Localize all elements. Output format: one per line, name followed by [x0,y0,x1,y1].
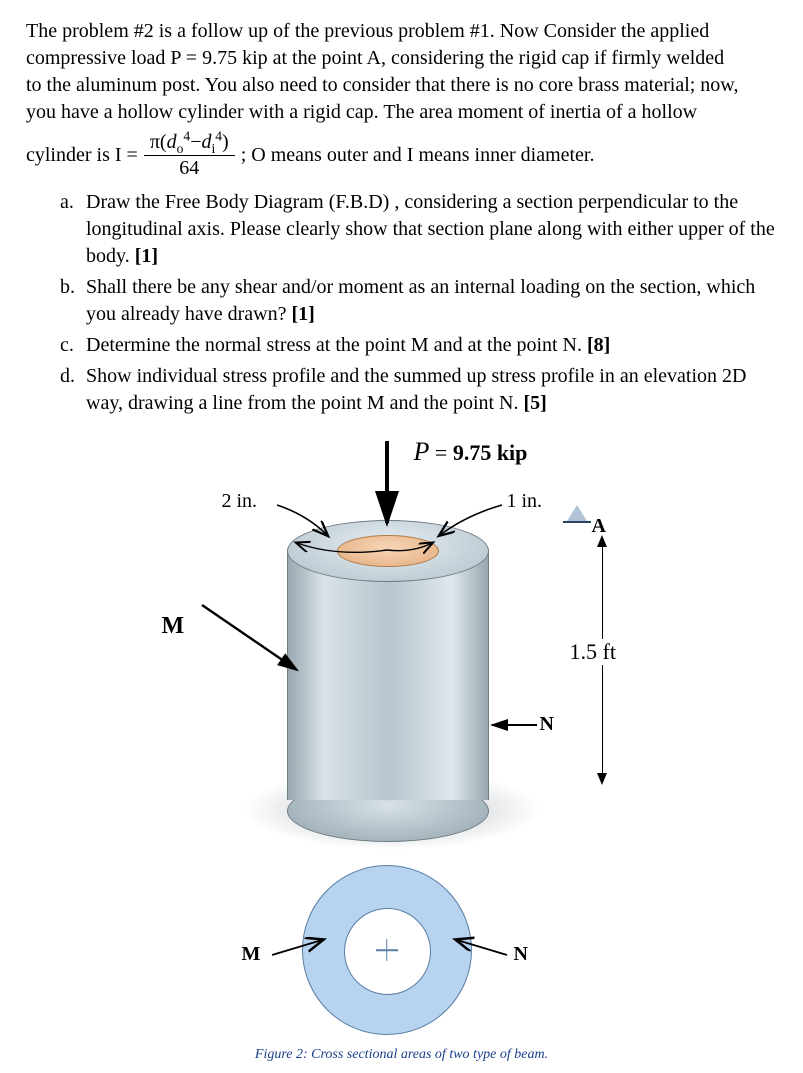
marker-c: c. [60,332,74,359]
qa-text: Draw the Free Body Diagram (F.B.D) , con… [86,191,775,267]
question-list: a. Draw the Free Body Diagram (F.B.D) , … [26,189,777,417]
point-N-label: N [540,713,554,736]
intro-line-3: to the aluminum post. You also need to c… [26,74,738,96]
formula-fraction: π(do4−di4) 64 [144,132,235,179]
qd-points: [5] [524,392,547,414]
figure-caption: Figure 2: Cross sectional areas of two t… [26,1047,777,1063]
point-M-label: M [162,613,185,640]
qc-points: [8] [587,334,610,356]
cross-section-ring [302,865,472,1035]
question-b: b. Shall there be any shear and/or momen… [60,274,777,328]
sub-o: o [177,141,184,156]
qb-points: [1] [291,303,314,325]
cylinder [287,520,487,800]
qa-points: [1] [135,245,158,267]
question-c: c. Determine the normal stress at the po… [60,332,777,359]
height-dim-arrow-down [597,773,607,785]
height-dim-arrow-up [597,535,607,547]
marker-d: d. [60,363,75,390]
intro-line-1: The problem #2 is a follow up of the pre… [26,20,709,42]
load-val: 9.75 kip [453,440,528,465]
formula-numerator: π(do4−di4) [144,132,235,156]
formula-lead: cylinder is I = [26,144,138,167]
question-d: d. Show individual stress profile and th… [60,363,777,417]
cylinder-core-hole [337,535,439,567]
qc-text: Determine the normal stress at the point… [86,334,587,356]
load-P: P [414,437,430,466]
ring-center-cross [376,939,398,961]
intro-line-4: you have a hollow cylinder with a rigid … [26,101,697,123]
cross-N-label: N [514,943,528,966]
outer-diameter-label: 2 in. [222,490,258,513]
height-label: 1.5 ft [570,639,616,665]
sym-d2: d [201,131,211,153]
intro-paragraph: The problem #2 is a follow up of the pre… [26,18,777,126]
inner-diameter-label: 1 in. [507,490,543,513]
question-a: a. Draw the Free Body Diagram (F.B.D) , … [60,189,777,270]
cross-M-label: M [242,943,261,966]
sym-rpar: ) [222,131,229,153]
qb-text: Shall there be any shear and/or moment a… [86,276,755,325]
page: The problem #2 is a follow up of the pre… [0,0,803,1073]
marker-a: a. [60,189,74,216]
support-icon [567,505,587,521]
formula-denominator: 64 [179,156,199,179]
sym-d1: d [167,131,177,153]
load-eq: = [429,440,452,465]
sym-lpar: ( [160,131,167,153]
cylinder-side [287,550,489,800]
load-label: P = 9.75 kip [414,437,528,467]
formula-tail: ; O means outer and I means inner diamet… [241,144,595,167]
intro-line-2: compressive load P = 9.75 kip at the poi… [26,47,724,69]
sym-minus: − [190,131,201,153]
figure: P = 9.75 kip 2 in. 1 in. A M N 1.5 ft M … [122,435,682,1045]
sym-pi: π [150,131,160,153]
marker-b: b. [60,274,75,301]
qd-text: Show individual stress profile and the s… [86,365,746,414]
formula-line: cylinder is I = π(do4−di4) 64 ; O means … [26,132,777,179]
